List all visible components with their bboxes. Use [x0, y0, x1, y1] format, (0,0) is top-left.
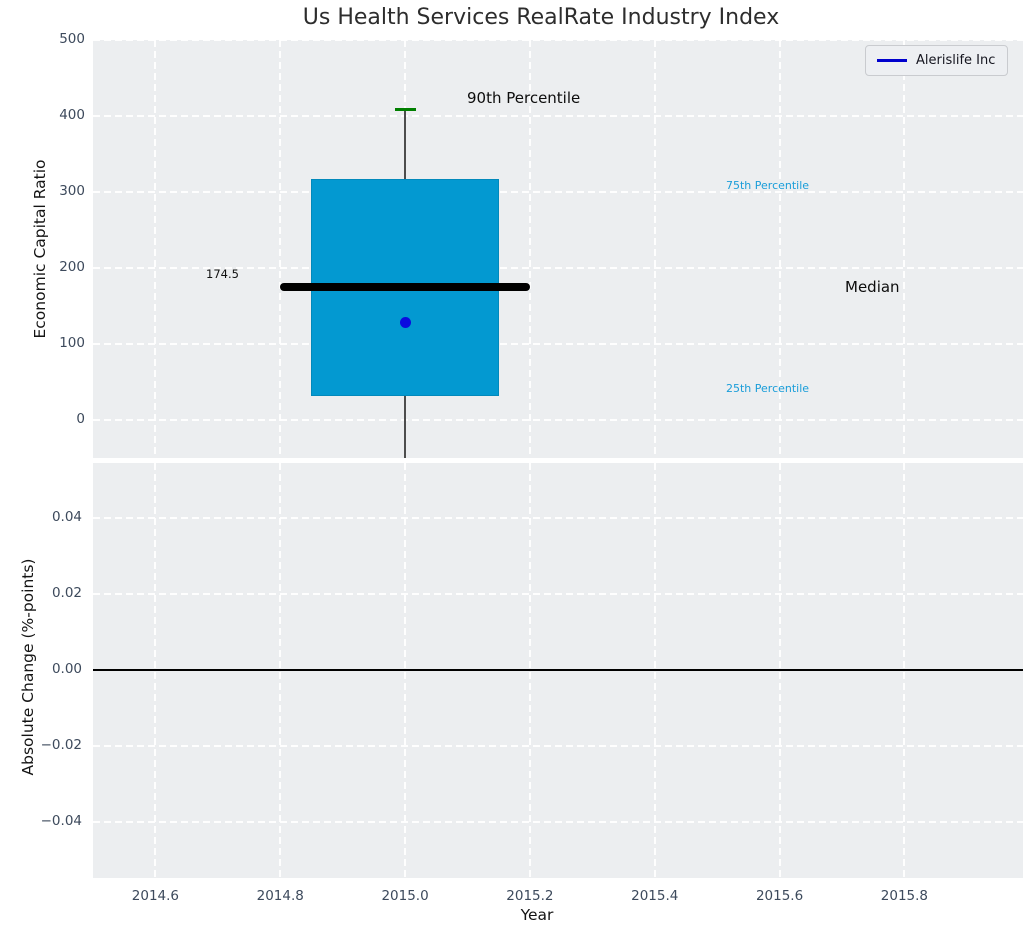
x-tick-label: 2014.6	[131, 888, 180, 904]
gridline-horizontal	[93, 343, 1023, 345]
y-tick-label: 200	[59, 259, 85, 275]
annotation-25th-percentile: 25th Percentile	[726, 382, 810, 395]
y-tick-label: 0	[76, 411, 85, 427]
p90-cap	[394, 108, 416, 112]
gridline-horizontal	[93, 593, 1023, 596]
annotation-median: Median	[845, 278, 900, 296]
x-tick-label: 2015.6	[755, 888, 804, 904]
company-point-alerislife	[399, 317, 411, 329]
gridline-vertical	[154, 40, 157, 458]
y-tick-label: 400	[59, 107, 85, 123]
gridline-horizontal	[93, 517, 1023, 520]
gridline-horizontal	[93, 267, 1023, 269]
gridline-vertical	[778, 40, 781, 458]
gridline-horizontal	[93, 191, 1023, 193]
y-tick-label: 500	[59, 31, 85, 47]
x-tick-label: 2015.0	[381, 888, 429, 904]
zero-line	[93, 669, 1023, 671]
gridline-vertical	[528, 40, 531, 458]
legend: Alerislife Inc	[865, 45, 1009, 76]
gridline-horizontal	[93, 821, 1023, 824]
gridline-vertical	[903, 40, 906, 458]
annotation-75th-percentile: 75th Percentile	[726, 179, 810, 192]
gridline-horizontal	[93, 745, 1023, 748]
gridline-horizontal	[93, 40, 1023, 41]
annotation-90th-percentile: 90th Percentile	[467, 89, 581, 107]
x-axis-label-year: Year	[520, 906, 554, 924]
x-tick-label: 2015.2	[506, 888, 554, 904]
y-tick-label: 100	[59, 335, 85, 351]
y-tick-label: 0.04	[51, 509, 82, 526]
x-tick-label: 2015.8	[880, 888, 929, 904]
legend-line-icon	[877, 59, 907, 62]
y-tick-label: −0.02	[40, 737, 82, 754]
gridline-vertical	[279, 40, 282, 458]
axes-absolute-change	[93, 463, 1023, 878]
y-tick-label: 0.00	[51, 661, 82, 678]
gridline-vertical	[653, 40, 656, 458]
chart-title: Us Health Services RealRate Industry Ind…	[302, 5, 780, 30]
legend-label-alerislife-inc: Alerislife Inc	[916, 53, 996, 68]
x-tick-label: 2014.8	[256, 888, 304, 904]
median-line	[280, 283, 530, 292]
y-tick-label: 300	[59, 183, 85, 199]
axes-economic-capital-ratio	[93, 40, 1023, 458]
x-tick-label: 2015.4	[631, 888, 679, 904]
gridline-horizontal	[93, 115, 1023, 117]
gridline-horizontal	[93, 419, 1023, 421]
annotation-median-value: 174.5	[206, 267, 239, 281]
y-tick-label: −0.04	[40, 813, 82, 830]
y-tick-label: 0.02	[51, 585, 82, 602]
